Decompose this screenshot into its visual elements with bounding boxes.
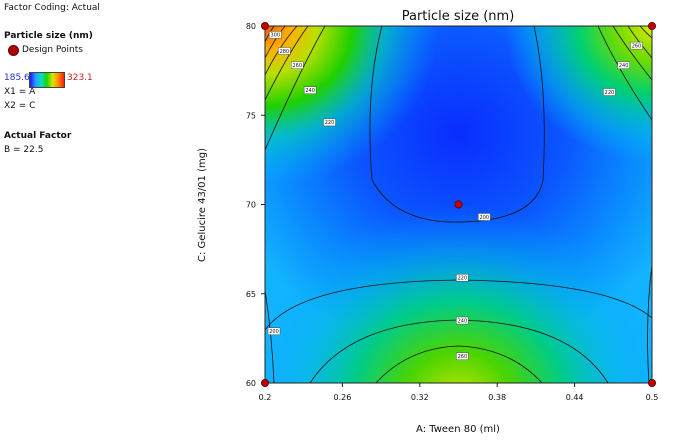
y-tick-label: 65 <box>246 290 256 299</box>
x-axis-label: A: Tween 80 (ml) <box>416 424 500 435</box>
x-tick-label: 0.38 <box>488 393 506 402</box>
y-axis-label: C: Gelucire 43/01 (mg) <box>197 148 208 262</box>
design-point <box>648 21 657 30</box>
design-point <box>648 378 657 387</box>
design-point-legend-marker <box>8 45 19 56</box>
x-tick-label: 0.32 <box>411 393 429 402</box>
design-point <box>260 378 269 387</box>
svg-text:220: 220 <box>458 275 468 281</box>
contour-label: 280 <box>278 47 291 55</box>
contour-label: 300 <box>269 31 282 39</box>
design-points-legend-label: Design Points <box>22 45 83 55</box>
contour-label: 240 <box>303 86 317 94</box>
design-points <box>260 21 657 387</box>
contour-lines <box>265 26 652 383</box>
x-axis-ticks: 0.2 0.26 0.32 0.38 0.44 0.5 <box>259 383 659 402</box>
contour-label: 260 <box>456 352 469 360</box>
factor-x2-label: X2 = C <box>4 101 36 111</box>
svg-text:220: 220 <box>325 120 335 126</box>
color-scale-bar <box>29 72 65 88</box>
response-title: Particle size (nm) <box>4 31 93 41</box>
y-tick-label: 75 <box>246 111 256 120</box>
contour-label: 220 <box>603 88 616 96</box>
contour-label: 260 <box>291 61 304 69</box>
design-point <box>454 200 463 209</box>
x-tick-label: 0.5 <box>646 393 659 402</box>
svg-text:200: 200 <box>480 215 490 221</box>
factor-x1-label: X1 = A <box>4 87 36 97</box>
x-tick-label: 0.2 <box>259 393 272 402</box>
chart-title: Particle size (nm) <box>402 9 515 24</box>
y-tick-label: 70 <box>246 201 256 210</box>
y-tick-label: 80 <box>246 22 256 31</box>
contour-label: 240 <box>617 61 630 69</box>
svg-text:240: 240 <box>305 88 315 94</box>
design-point <box>260 21 269 30</box>
contour-label: 200 <box>478 213 491 221</box>
factor-coding-label: Factor Coding: Actual <box>4 3 100 13</box>
svg-text:280: 280 <box>280 49 290 55</box>
svg-text:240: 240 <box>619 63 629 69</box>
svg-text:300: 300 <box>271 33 281 39</box>
svg-text:200: 200 <box>269 329 279 335</box>
y-axis-ticks: 60 65 70 75 80 <box>246 22 265 388</box>
contour-label: 220 <box>456 273 469 281</box>
svg-text:220: 220 <box>605 90 615 96</box>
svg-text:260: 260 <box>292 63 302 69</box>
x-tick-label: 0.26 <box>333 393 351 402</box>
svg-text:240: 240 <box>458 318 468 324</box>
range-min-label: 185.6 <box>4 73 30 83</box>
contour-labels: 300 280 260 240 220 260 240 220 200 220 240 260 200 <box>267 31 643 360</box>
actual-factor-title: Actual Factor <box>4 131 72 141</box>
contour-label: 220 <box>323 118 336 126</box>
x-tick-label: 0.44 <box>566 393 584 402</box>
contour-label: 260 <box>630 41 643 49</box>
contour-label: 240 <box>456 316 469 324</box>
y-tick-label: 60 <box>246 379 256 388</box>
svg-text:260: 260 <box>458 354 468 360</box>
contour-label: 200 <box>267 327 281 335</box>
range-max-label: 323.1 <box>67 73 93 83</box>
svg-text:260: 260 <box>632 43 642 49</box>
actual-factor-value: B = 22.5 <box>4 145 44 155</box>
